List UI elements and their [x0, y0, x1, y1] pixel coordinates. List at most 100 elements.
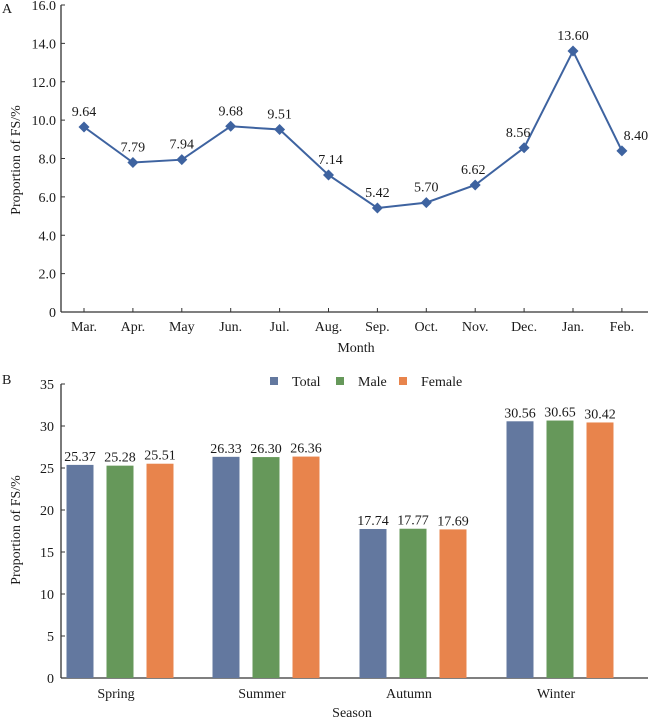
- data-label: 26.36: [290, 442, 322, 457]
- legend-swatch-female: [399, 377, 407, 385]
- y-axis-title: Proportion of FS/%: [9, 475, 24, 585]
- data-point-marker: [567, 45, 579, 57]
- x-axis-title: Month: [337, 341, 374, 356]
- bar-female: [439, 529, 467, 678]
- x-tick-label: May: [169, 320, 195, 335]
- bars: [66, 420, 614, 678]
- x-tick-label: Jul.: [270, 320, 290, 335]
- y-tick-label: 8.0: [39, 153, 57, 168]
- data-labels: 9.64 7.79 7.94 9.68 9.51 7.14 5.42 5.70 6.62 8.56…: [72, 29, 648, 201]
- legend-label: Female: [421, 375, 462, 390]
- data-point-marker: [616, 145, 628, 157]
- x-tick-label: Jan.: [562, 320, 584, 335]
- panel-label: A: [2, 2, 13, 17]
- data-label: 8.40: [624, 129, 649, 144]
- y-tick-label: 30: [40, 420, 54, 435]
- y-tick-label: 35: [40, 378, 54, 393]
- data-point-marker: [371, 202, 383, 214]
- data-label: 7.14: [318, 153, 343, 168]
- data-point-marker: [323, 169, 334, 181]
- y-tick-label: 16.0: [32, 0, 57, 14]
- data-point-marker: [176, 154, 188, 166]
- legend-swatch-total: [270, 377, 278, 385]
- bar-total: [359, 528, 387, 678]
- x-tick-label: Apr.: [121, 320, 146, 335]
- data-label: 25.28: [104, 451, 136, 466]
- panel-label: B: [2, 373, 11, 388]
- data-label: 17.69: [437, 514, 469, 529]
- data-label: 26.30: [250, 442, 282, 457]
- y-tick-label: 5: [47, 630, 54, 645]
- bar-total: [506, 421, 534, 678]
- data-point-marker: [78, 121, 90, 133]
- x-tick-label: Autumn: [386, 687, 432, 702]
- legend-label: Male: [358, 375, 387, 390]
- y-tick-label: 12.0: [32, 76, 57, 91]
- data-label: 17.77: [397, 514, 429, 529]
- data-point-marker: [518, 142, 530, 154]
- x-tick-label: Oct.: [414, 320, 438, 335]
- data-point-marker: [127, 157, 139, 169]
- data-label: 30.42: [584, 407, 616, 422]
- x-tick-label: Mar.: [71, 320, 97, 335]
- bar-male: [546, 420, 574, 678]
- data-label: 25.37: [64, 450, 96, 465]
- bar-total: [212, 456, 240, 678]
- data-label: 7.79: [121, 141, 146, 156]
- data-point-marker: [274, 124, 286, 136]
- bar-chart-panel: B 0 5 10 15 20 25 30 35 25.37 25.28 25.51 26.33 26.…: [2, 373, 648, 720]
- line-chart-panel: A 0 2.0 4.0 6.0 8.0 10.0 12.0 14.0 16.0 Mar. Apr.…: [2, 0, 648, 356]
- bar-male: [252, 457, 280, 678]
- y-axis-ticks: 0 2.0 4.0 6.0 8.0 10.0 12.0 14.0 16.0: [32, 0, 65, 321]
- x-tick-label: Jun.: [219, 320, 242, 335]
- bar-male: [399, 528, 427, 678]
- x-tick-label: Feb.: [610, 320, 635, 335]
- data-point-marker: [469, 179, 481, 191]
- y-tick-label: 0: [47, 672, 54, 687]
- y-tick-label: 4.0: [39, 229, 57, 244]
- data-label: 13.60: [557, 29, 589, 44]
- data-label: 8.56: [506, 126, 531, 141]
- data-label: 5.70: [414, 181, 439, 196]
- data-label: 7.94: [170, 138, 195, 153]
- y-tick-label: 6.0: [39, 191, 57, 206]
- bar-female: [586, 422, 614, 678]
- y-axis-ticks: 0 5 10 15 20 25 30 35: [40, 378, 65, 687]
- data-label: 30.56: [504, 406, 536, 421]
- y-tick-label: 15: [40, 546, 54, 561]
- data-label: 9.51: [267, 108, 292, 123]
- x-axis-ticks: Mar. Apr. May Jun. Jul. Aug. Sep. Oct. Nov. Dec. J…: [71, 308, 634, 335]
- x-axis-ticks: Spring Summer Autumn Winter: [97, 687, 575, 702]
- y-tick-label: 0: [49, 306, 56, 321]
- bar-total: [66, 464, 94, 678]
- data-label: 5.42: [365, 186, 390, 201]
- y-tick-label: 14.0: [32, 37, 57, 52]
- series-line: [83, 48, 623, 210]
- y-tick-label: 2.0: [39, 268, 57, 283]
- data-label: 25.51: [144, 449, 176, 464]
- y-tick-label: 10.0: [32, 114, 57, 129]
- legend-swatch-male: [336, 377, 344, 385]
- y-tick-label: 20: [40, 504, 54, 519]
- data-label: 9.64: [72, 105, 97, 120]
- data-labels: 25.37 25.28 25.51 26.33 26.30 26.36 17.74 17.77…: [64, 406, 616, 530]
- legend: Total Male Female: [270, 375, 462, 390]
- x-axis-title: Season: [332, 706, 372, 720]
- y-tick-label: 10: [40, 588, 54, 603]
- data-label: 9.68: [218, 104, 243, 119]
- x-tick-label: Nov.: [462, 320, 489, 335]
- x-tick-label: Aug.: [315, 320, 343, 335]
- series-markers: [78, 45, 628, 214]
- bar-female: [146, 463, 174, 678]
- x-tick-label: Sep.: [365, 320, 390, 335]
- legend-label: Total: [292, 375, 321, 390]
- data-point-marker: [420, 197, 432, 209]
- bar-female: [292, 456, 320, 678]
- data-point-marker: [225, 120, 237, 132]
- data-label: 17.74: [357, 514, 389, 529]
- y-axis-title: Proportion of FS/%: [9, 105, 24, 215]
- x-tick-label: Spring: [97, 687, 134, 702]
- data-label: 26.33: [210, 442, 242, 457]
- data-label: 6.62: [461, 163, 486, 178]
